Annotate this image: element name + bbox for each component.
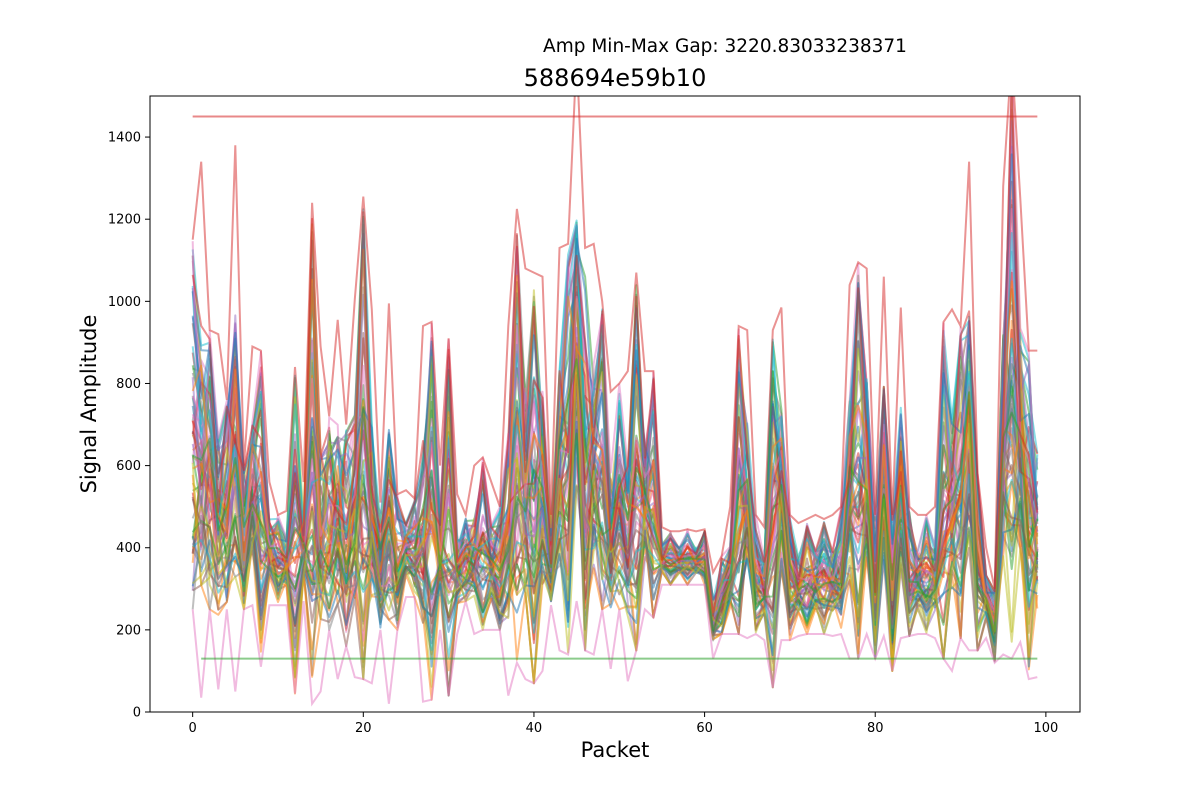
series-line-envelope-min bbox=[191, 583, 1038, 707]
x-axis-ticks: 0 20 40 60 80 100 bbox=[189, 712, 1058, 736]
y-tick-label: 800 bbox=[116, 377, 141, 392]
series-line bbox=[192, 358, 1039, 634]
y-axis-label: Signal Amplitude bbox=[77, 315, 101, 494]
y-tick-label: 1000 bbox=[108, 295, 141, 310]
y-axis-ticks: 0 200 400 600 800 1000 1200 1400 bbox=[108, 131, 150, 721]
series-line bbox=[191, 374, 1039, 636]
y-tick-label: 400 bbox=[116, 541, 141, 556]
y-tick-label: 1200 bbox=[108, 213, 141, 228]
plot-frame bbox=[149, 95, 1081, 713]
series-layer bbox=[191, 96, 1039, 707]
series-line bbox=[191, 345, 1039, 685]
y-tick-label: 200 bbox=[116, 623, 141, 638]
x-tick-label: 80 bbox=[867, 721, 884, 736]
x-tick-label: 40 bbox=[526, 721, 543, 736]
x-tick-label: 20 bbox=[355, 721, 372, 736]
figure-suptitle: Amp Min-Max Gap: 3220.83033238371 bbox=[543, 36, 907, 57]
x-tick-label: 100 bbox=[1033, 721, 1058, 736]
reference-lines bbox=[192, 115, 1038, 660]
x-tick-label: 60 bbox=[696, 721, 713, 736]
series-line-envelope-max bbox=[191, 96, 1038, 590]
x-tick-label: 0 bbox=[189, 721, 197, 736]
series-line bbox=[191, 96, 1039, 617]
y-tick-label: 1400 bbox=[108, 131, 141, 146]
plot-title: 588694e59b10 bbox=[523, 64, 707, 92]
y-tick-label: 600 bbox=[116, 459, 141, 474]
x-axis-label: Packet bbox=[581, 738, 650, 762]
y-tick-label: 0 bbox=[133, 706, 141, 721]
series-line bbox=[191, 153, 1039, 601]
